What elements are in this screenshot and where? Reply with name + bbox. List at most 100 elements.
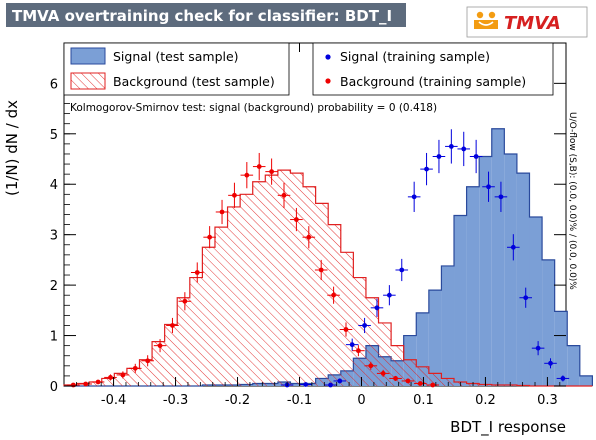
legend-marker-signal-train xyxy=(325,54,331,60)
background-test-bar xyxy=(416,366,429,386)
signal-train-point xyxy=(362,323,367,328)
signal-train-point xyxy=(560,376,566,381)
signal-train-point xyxy=(303,382,309,387)
legend-box-right xyxy=(312,42,554,96)
signal-train-point xyxy=(349,342,355,348)
background-train-point xyxy=(83,381,89,387)
x-tick-label: 0.2 xyxy=(475,393,496,408)
background-train-point xyxy=(120,372,126,378)
legend-label-background-train: Background (training sample) xyxy=(340,74,526,89)
signal-test-bar xyxy=(516,173,530,386)
background-train-point xyxy=(108,375,113,380)
background-test-bar xyxy=(164,324,178,386)
background-train-point xyxy=(355,348,361,354)
signal-test-bar xyxy=(554,311,568,386)
legend-label-background-test: Background (test sample) xyxy=(113,74,275,89)
signal-train-point xyxy=(411,194,417,200)
background-train-point xyxy=(194,270,200,275)
axes-layer: -0.4 -0.3 -0.2 -0.1 0 0.1 0.2 0.3 0 1 2 3 4 5 6 xyxy=(50,43,566,408)
signal-test-bar xyxy=(579,375,593,386)
signal-test-bar xyxy=(479,156,492,386)
background-train-point xyxy=(269,169,275,175)
background-train-point xyxy=(331,292,336,298)
background-train-point xyxy=(256,164,262,169)
background-test-bar xyxy=(441,378,455,386)
signal-train-point xyxy=(498,194,504,200)
signal-train-point xyxy=(337,378,343,384)
background-train-point xyxy=(232,192,237,198)
signal-train-point xyxy=(523,295,529,301)
background-train-point xyxy=(294,217,299,222)
y-tick-label: 5 xyxy=(50,128,58,143)
background-test-bar xyxy=(252,181,266,386)
signal-train-point xyxy=(486,184,491,190)
background-test-bar xyxy=(139,359,153,386)
logo-text: TMVA xyxy=(504,13,561,34)
background-test-bar xyxy=(76,383,90,386)
background-train-point xyxy=(368,363,374,369)
background-train-point xyxy=(343,327,349,332)
points-layer xyxy=(67,129,570,388)
background-train-point xyxy=(405,378,411,384)
legend-marker-background-train xyxy=(325,78,331,84)
signal-test-bar xyxy=(428,290,442,386)
signal-train-point xyxy=(473,154,479,159)
background-test-outline xyxy=(63,169,593,387)
signal-train-point xyxy=(328,382,333,388)
legend-swatch-background-test xyxy=(70,72,106,90)
background-test-bar xyxy=(303,186,316,386)
ks-test-text: Kolmogorov-Smirnov test: signal (backgro… xyxy=(70,102,437,114)
background-test-bar xyxy=(202,247,215,386)
x-tick-label: 0.3 xyxy=(537,393,558,408)
background-test-bar xyxy=(290,173,304,386)
signal-train-point xyxy=(448,144,454,149)
signal-train-point xyxy=(386,292,392,298)
background-test-bar xyxy=(152,341,165,386)
x-tick-label: -0.3 xyxy=(163,393,188,408)
legend-label-signal-test: Signal (test sample) xyxy=(113,49,239,64)
background-train-point xyxy=(207,234,213,240)
y-tick-label: 3 xyxy=(50,229,58,244)
background-test-bar xyxy=(177,297,190,386)
signal-test-bar xyxy=(542,259,555,386)
background-test-bar xyxy=(277,170,291,386)
x-tick-label: -0.1 xyxy=(287,393,312,408)
signal-test-bar xyxy=(529,217,543,386)
y-tick-label: 4 xyxy=(50,178,58,193)
background-test-bar xyxy=(227,206,241,386)
background-train-point xyxy=(380,370,386,376)
chart-title: TMVA overtraining check for classifier: … xyxy=(12,7,393,25)
x-tick-label: -0.2 xyxy=(225,393,250,408)
tmva-logo: TMVA xyxy=(466,6,588,38)
background-train-point xyxy=(417,381,423,386)
legend: Signal (test sample) Background (test sa… xyxy=(63,42,554,96)
background-train-point xyxy=(70,382,76,388)
background-test-bar xyxy=(89,381,102,386)
y-tick-label: 6 xyxy=(50,77,58,92)
background-test-bar xyxy=(265,175,278,386)
y-tick-label: 1 xyxy=(50,330,58,345)
signal-train-point xyxy=(535,345,541,351)
signal-train-point xyxy=(374,305,380,311)
title-bar: TMVA overtraining check for classifier: … xyxy=(6,3,406,27)
legend-swatch-signal-test xyxy=(70,47,106,65)
background-test-bar xyxy=(391,345,404,386)
background-test-bar xyxy=(101,378,115,386)
histogram-layer xyxy=(63,128,594,387)
background-train-point xyxy=(182,298,188,304)
background-train-point xyxy=(170,323,175,328)
signal-test-bar xyxy=(441,265,455,386)
y-tick-label: 2 xyxy=(50,279,58,294)
signal-test-bar xyxy=(491,128,505,386)
background-test-bar xyxy=(353,277,366,386)
overflow-text: U/O-flow (S,B): (0.0, 0.0)% / (0.0, 0.0)… xyxy=(567,112,577,290)
signal-test-bar xyxy=(567,345,580,386)
background-test-bar xyxy=(214,227,228,386)
signal-train-point xyxy=(510,244,516,250)
background-train-point xyxy=(281,192,287,198)
background-train-point xyxy=(306,234,312,240)
background-train-point xyxy=(95,379,101,385)
background-train-point xyxy=(157,343,163,349)
signal-train-point xyxy=(424,166,429,172)
